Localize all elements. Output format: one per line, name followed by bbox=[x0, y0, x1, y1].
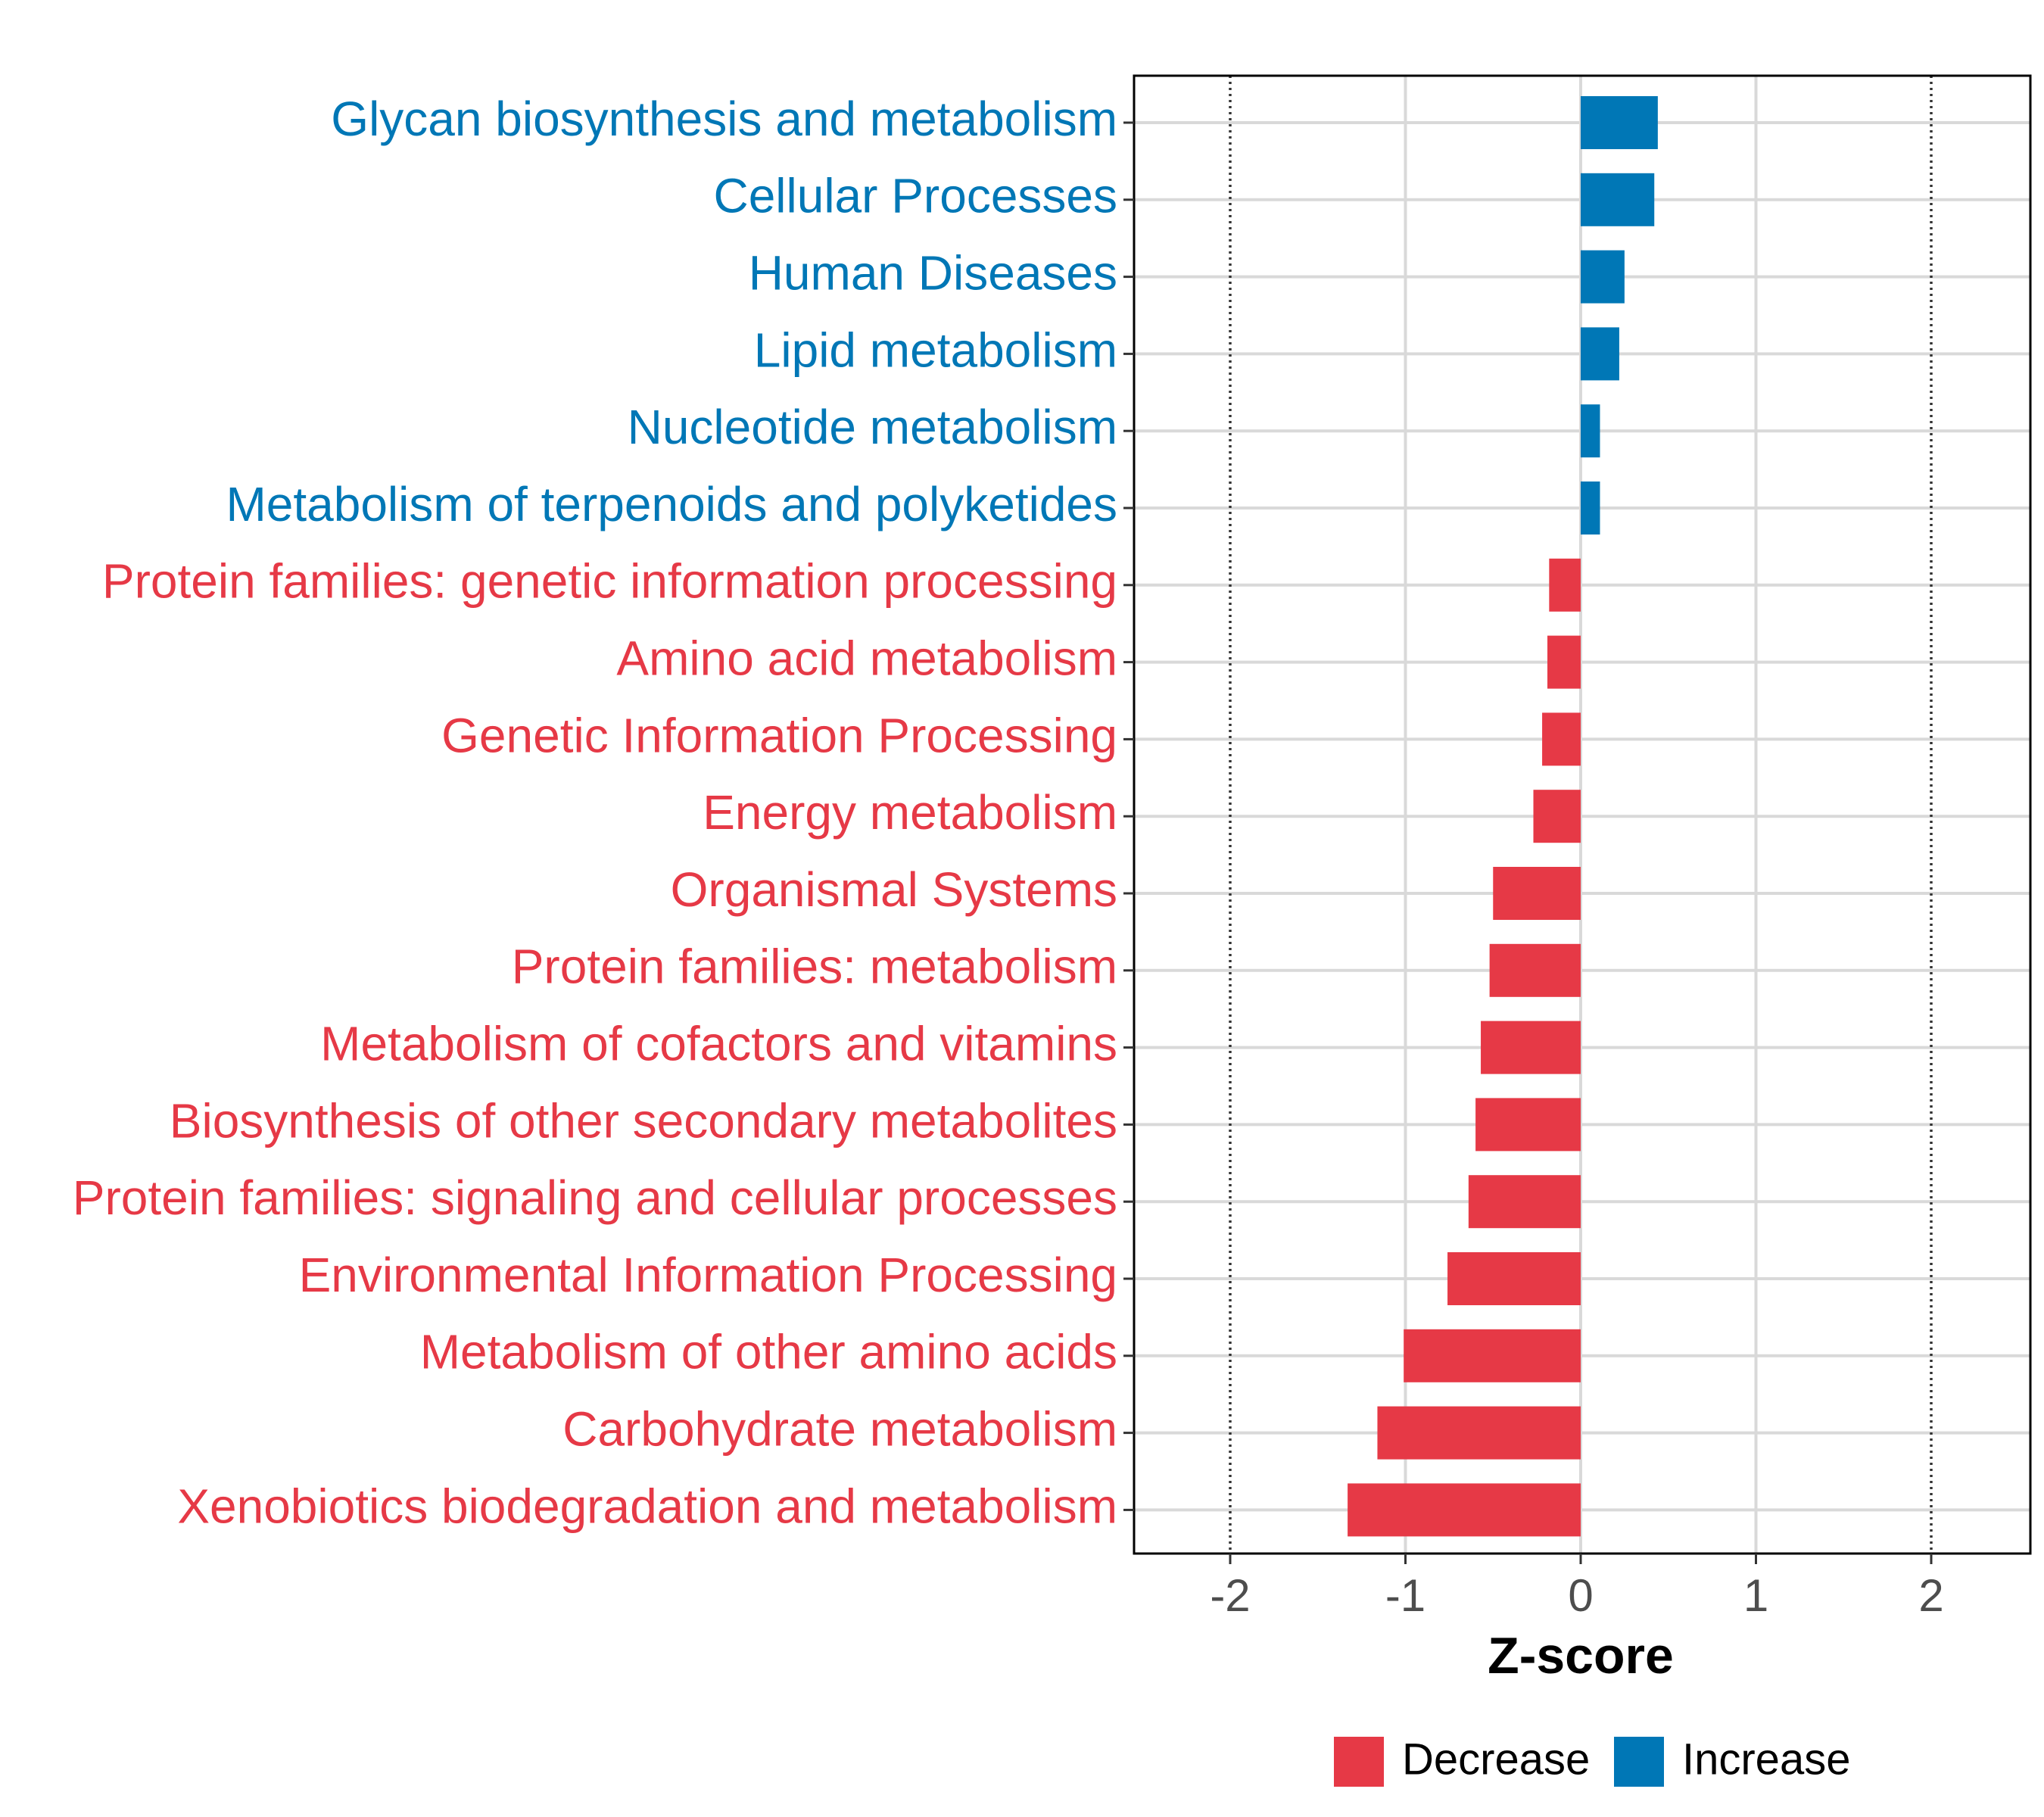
bar bbox=[1377, 1406, 1581, 1460]
legend: Decrease Increase bbox=[1334, 1734, 1850, 1787]
category-label: Glycan biosynthesis and metabolism bbox=[331, 92, 1117, 146]
bar bbox=[1542, 712, 1581, 766]
bar bbox=[1581, 250, 1625, 304]
x-tick-label: -1 bbox=[1385, 1570, 1426, 1621]
x-axis-title: Z-score bbox=[1488, 1627, 1674, 1685]
category-label: Cellular Processes bbox=[713, 169, 1117, 223]
y-axis-category-labels: Glycan biosynthesis and metabolism Cellul… bbox=[73, 92, 1117, 1533]
category-label: Protein families: signaling and cellular… bbox=[73, 1170, 1117, 1225]
bar bbox=[1447, 1252, 1581, 1305]
bar bbox=[1493, 867, 1581, 920]
x-tick-label: 2 bbox=[1918, 1570, 1943, 1621]
category-label: Genetic Information Processing bbox=[441, 708, 1117, 762]
x-tick-label: 0 bbox=[1568, 1570, 1593, 1621]
bar bbox=[1533, 790, 1581, 843]
bar bbox=[1348, 1483, 1581, 1537]
category-label: Carbohydrate metabolism bbox=[562, 1402, 1117, 1457]
bar bbox=[1581, 404, 1600, 458]
category-label: Protein families: metabolism bbox=[512, 940, 1117, 994]
legend-label-decrease: Decrease bbox=[1402, 1734, 1590, 1784]
category-label: Xenobiotics biodegradation and metabolis… bbox=[177, 1479, 1117, 1533]
category-label: Amino acid metabolism bbox=[616, 631, 1117, 686]
category-label: Lipid metabolism bbox=[754, 323, 1117, 377]
category-label: Biosynthesis of other secondary metaboli… bbox=[170, 1093, 1117, 1148]
bar bbox=[1468, 1175, 1581, 1229]
category-label: Metabolism of terpenoids and polyketides bbox=[226, 477, 1117, 531]
category-label: Nucleotide metabolism bbox=[628, 400, 1117, 454]
gridlines bbox=[1134, 76, 2030, 1554]
x-tick-label: 1 bbox=[1743, 1570, 1768, 1621]
category-label: Human Diseases bbox=[749, 246, 1117, 301]
bars bbox=[1348, 96, 1658, 1537]
bar bbox=[1547, 635, 1581, 689]
category-label: Metabolism of cofactors and vitamins bbox=[320, 1017, 1117, 1071]
category-label: Protein families: genetic information pr… bbox=[102, 554, 1117, 609]
x-axis-ticks: -2 -1 0 1 2 bbox=[1210, 1554, 1944, 1621]
x-tick-label: -2 bbox=[1210, 1570, 1250, 1621]
bar bbox=[1581, 173, 1655, 226]
bar bbox=[1404, 1329, 1581, 1382]
y-axis-ticks bbox=[1123, 121, 1134, 1511]
bar bbox=[1581, 482, 1600, 535]
category-label: Organismal Systems bbox=[671, 862, 1117, 917]
category-label: Energy metabolism bbox=[703, 785, 1117, 840]
bar bbox=[1581, 96, 1658, 149]
bar bbox=[1475, 1098, 1581, 1152]
legend-label-increase: Increase bbox=[1682, 1734, 1850, 1784]
bar bbox=[1581, 327, 1619, 381]
legend-swatch-decrease bbox=[1334, 1737, 1384, 1787]
category-label: Metabolism of other amino acids bbox=[420, 1325, 1117, 1379]
plot-panel-border bbox=[1133, 74, 2032, 1555]
bar bbox=[1481, 1021, 1581, 1074]
category-label: Environmental Information Processing bbox=[299, 1248, 1117, 1302]
bar bbox=[1549, 558, 1581, 612]
legend-swatch-increase bbox=[1614, 1737, 1664, 1787]
bar bbox=[1489, 943, 1581, 997]
